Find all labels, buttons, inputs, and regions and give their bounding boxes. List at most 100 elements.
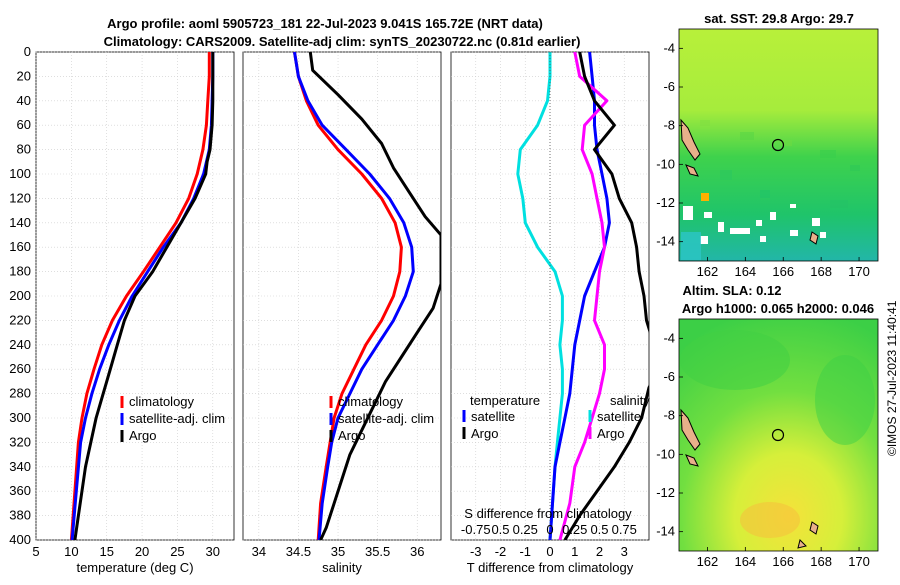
depth-tick-label: 220 bbox=[9, 312, 31, 327]
depth-tick-label: 300 bbox=[9, 410, 31, 425]
map-y-tick-label: -8 bbox=[663, 408, 675, 423]
map-y-tick-label: -10 bbox=[656, 446, 675, 461]
difference-temperature-satellite-line bbox=[516, 52, 564, 540]
depth-tick-label: 320 bbox=[9, 434, 31, 449]
difference-x-tick-label: 2 bbox=[596, 544, 603, 559]
sst-map: 162 164 166 168 170 -4 -6 -8 -10 -12 -14 bbox=[656, 28, 879, 279]
temperature-x-tick-label: 5 bbox=[32, 544, 39, 559]
difference-x-tick-label: 1 bbox=[571, 544, 578, 559]
map-x-tick-label: 170 bbox=[848, 264, 870, 279]
map-y-tick-label: -4 bbox=[663, 40, 675, 55]
map-x-tick-label: 170 bbox=[848, 554, 870, 569]
sst-argo-marker bbox=[771, 138, 785, 152]
map-y-tick-label: -12 bbox=[656, 195, 675, 210]
sst-map-title: sat. SST: 29.8 Argo: 29.7 bbox=[704, 11, 854, 26]
legend-temp-satellite-label: satellite bbox=[471, 409, 515, 424]
sla-map-title: Altim. SLA: 0.12 bbox=[683, 283, 782, 298]
depth-tick-label: 140 bbox=[9, 215, 31, 230]
temperature-legend: climatology satellite-adj. clim Argo bbox=[120, 394, 225, 443]
map-x-tick-label: 164 bbox=[734, 554, 756, 569]
temperature-argo-line bbox=[73, 52, 215, 540]
depth-tick-label: 400 bbox=[9, 532, 31, 547]
depth-tick-label: 100 bbox=[9, 166, 31, 181]
map-x-tick-label: 168 bbox=[810, 554, 832, 569]
map-y-tick-label: -14 bbox=[656, 234, 675, 249]
sst-warm-pixel bbox=[701, 193, 709, 201]
s-difference-tick-label: -0.75 bbox=[461, 522, 491, 537]
salinity-x-tick-label: 36 bbox=[410, 544, 424, 559]
map-x-tick-label: 166 bbox=[772, 554, 794, 569]
map-x-tick-label: 168 bbox=[810, 264, 832, 279]
difference-x-tick-label: -3 bbox=[470, 544, 482, 559]
depth-tick-label: 160 bbox=[9, 239, 31, 254]
legend-salinity-title: salinity bbox=[610, 393, 650, 408]
legend-argo-label: Argo bbox=[129, 428, 156, 443]
map-y-tick-label: -8 bbox=[663, 118, 675, 133]
map-y-tick-label: -6 bbox=[663, 369, 675, 384]
legend-sal-argo-label: Argo bbox=[597, 426, 624, 441]
sst-island-shape bbox=[685, 164, 699, 177]
map-x-tick-label: 164 bbox=[734, 264, 756, 279]
salinity-satellite-adj-clim-line bbox=[293, 52, 415, 540]
depth-tick-label: 200 bbox=[9, 288, 31, 303]
s-difference-tick-label: 0.25 bbox=[513, 522, 538, 537]
temperature-x-axis-label: temperature (deg C) bbox=[76, 560, 193, 575]
map-x-tick-label: 162 bbox=[697, 554, 719, 569]
difference-legend: temperature satellite Argo salinity sate… bbox=[462, 393, 650, 441]
difference-x-tick-label: 3 bbox=[621, 544, 628, 559]
legend-temperature-title: temperature bbox=[470, 393, 540, 408]
sla-island-shape bbox=[797, 539, 807, 549]
sla-island-shape bbox=[685, 454, 699, 467]
depth-tick-label: 280 bbox=[9, 386, 31, 401]
salinity-x-tick-label: 34.5 bbox=[286, 544, 311, 559]
map-y-tick-label: -4 bbox=[663, 330, 675, 345]
sst-cool-pixels bbox=[681, 232, 701, 260]
difference-temperature-argo-line bbox=[548, 52, 611, 540]
difference-x-tick-label: 0 bbox=[546, 544, 553, 559]
sla-map-subtitle: Argo h1000: 0.065 h2000: 0.046 bbox=[682, 301, 874, 316]
depth-tick-label: 260 bbox=[9, 361, 31, 376]
map-x-tick-label: 162 bbox=[697, 264, 719, 279]
difference-series-group bbox=[516, 52, 649, 540]
s-difference-tick-label: 0.5 bbox=[590, 522, 608, 537]
difference-x-tick-label: -1 bbox=[519, 544, 531, 559]
sla-island-shape bbox=[809, 521, 819, 535]
salinity-x-axis-label: salinity bbox=[322, 560, 362, 575]
sla-map: 162 164 166 168 170 -4 -6 -8 -10 -12 -14 bbox=[656, 318, 879, 569]
sst-island-shape bbox=[680, 118, 701, 161]
legend-temp-argo-label: Argo bbox=[471, 426, 498, 441]
imos-timestamp: ©IMOS 27-Jul-2023 11:40:41 bbox=[885, 300, 899, 456]
depth-tick-label: 20 bbox=[17, 68, 31, 83]
s-difference-tick-label: 0.5 bbox=[491, 522, 509, 537]
map-y-tick-label: -10 bbox=[656, 156, 675, 171]
depth-tick-label: 0 bbox=[24, 44, 31, 59]
difference-x-tick-label: -2 bbox=[495, 544, 507, 559]
sst-map-axes: 162 164 166 168 170 -4 -6 -8 -10 -12 -14 bbox=[656, 40, 870, 279]
s-difference-label: S difference from climatology bbox=[464, 506, 632, 521]
title-line-1: Argo profile: aoml 5905723_181 22-Jul-20… bbox=[107, 16, 543, 31]
sla-island-shape bbox=[680, 408, 701, 451]
map-y-tick-label: -6 bbox=[663, 79, 675, 94]
legend-sal-satellite-label: satellite bbox=[597, 409, 641, 424]
sst-island-shape bbox=[809, 231, 819, 245]
depth-tick-label: 60 bbox=[17, 117, 31, 132]
depth-tick-label: 120 bbox=[9, 190, 31, 205]
sst-missing-data bbox=[683, 204, 826, 244]
sst-map-field bbox=[678, 28, 879, 262]
s-difference-tick-labels: -0.75 0.5 0.25 0 0.25 0.5 0.75 bbox=[461, 522, 637, 537]
salinity-x-tick-label: 35 bbox=[331, 544, 345, 559]
map-y-tick-label: -12 bbox=[656, 485, 675, 500]
depth-tick-label: 340 bbox=[9, 459, 31, 474]
temperature-x-tick-label: 15 bbox=[99, 544, 113, 559]
sla-green-lobe bbox=[815, 355, 875, 445]
temperature-x-tick-label: 25 bbox=[170, 544, 184, 559]
difference-salinity-argo-line bbox=[563, 52, 649, 540]
depth-tick-label: 40 bbox=[17, 93, 31, 108]
sla-warm-spot bbox=[740, 502, 800, 538]
sla-argo-marker bbox=[771, 428, 785, 442]
s-difference-tick-label: 0 bbox=[546, 522, 553, 537]
depth-tick-label: 380 bbox=[9, 508, 31, 523]
map-y-tick-label: -14 bbox=[656, 524, 675, 539]
